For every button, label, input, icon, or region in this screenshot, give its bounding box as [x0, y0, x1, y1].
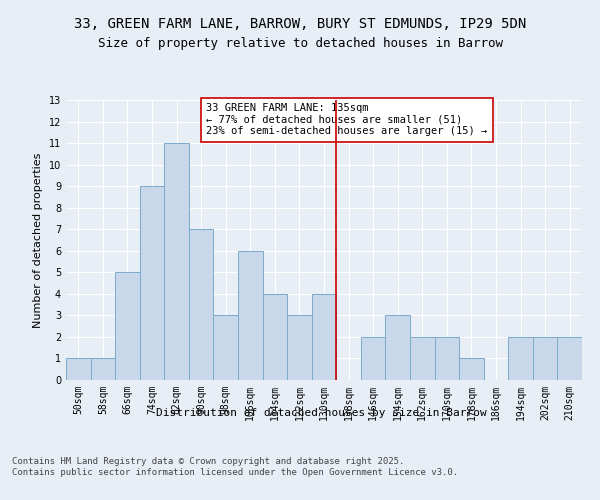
- Bar: [557, 337, 582, 380]
- Bar: [459, 358, 484, 380]
- Bar: [238, 251, 263, 380]
- Bar: [91, 358, 115, 380]
- Bar: [533, 337, 557, 380]
- Bar: [508, 337, 533, 380]
- Bar: [287, 316, 312, 380]
- Bar: [189, 229, 214, 380]
- Bar: [434, 337, 459, 380]
- Text: Contains HM Land Registry data © Crown copyright and database right 2025.
Contai: Contains HM Land Registry data © Crown c…: [12, 458, 458, 477]
- Bar: [361, 337, 385, 380]
- Bar: [164, 143, 189, 380]
- Bar: [140, 186, 164, 380]
- Bar: [410, 337, 434, 380]
- Bar: [66, 358, 91, 380]
- Text: Distribution of detached houses by size in Barrow: Distribution of detached houses by size …: [155, 408, 487, 418]
- Bar: [263, 294, 287, 380]
- Bar: [385, 316, 410, 380]
- Y-axis label: Number of detached properties: Number of detached properties: [33, 152, 43, 328]
- Text: Size of property relative to detached houses in Barrow: Size of property relative to detached ho…: [97, 38, 503, 51]
- Text: 33 GREEN FARM LANE: 135sqm
← 77% of detached houses are smaller (51)
23% of semi: 33 GREEN FARM LANE: 135sqm ← 77% of deta…: [206, 103, 487, 136]
- Text: 33, GREEN FARM LANE, BARROW, BURY ST EDMUNDS, IP29 5DN: 33, GREEN FARM LANE, BARROW, BURY ST EDM…: [74, 18, 526, 32]
- Bar: [312, 294, 336, 380]
- Bar: [115, 272, 140, 380]
- Bar: [214, 316, 238, 380]
